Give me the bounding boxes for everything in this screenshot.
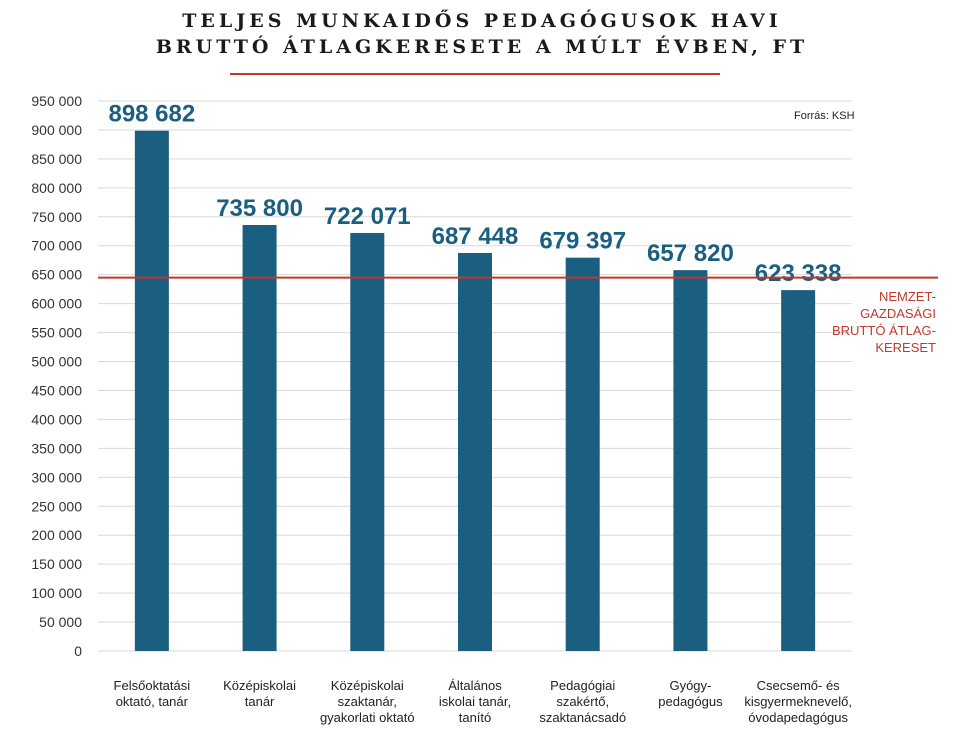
category-label: óvodapedagógus xyxy=(748,710,848,725)
bar xyxy=(242,225,277,651)
chart-title: TELJES MUNKAIDŐS PEDAGÓGUSOK HAVI BRUTTÓ… xyxy=(0,8,964,60)
y-tick-label: 750 000 xyxy=(31,209,82,225)
category-label: Gyógy- xyxy=(669,678,711,693)
category-label: pedagógus xyxy=(658,694,723,709)
category-label: iskolai tanár, xyxy=(439,694,511,709)
bar xyxy=(134,130,169,651)
y-tick-label: 650 000 xyxy=(31,267,82,283)
y-tick-label: 200 000 xyxy=(31,527,82,543)
reference-line-label: BRUTTÓ ÁTLAG- xyxy=(832,323,936,338)
y-tick-label: 0 xyxy=(74,643,82,659)
category-label: gyakorlati oktató xyxy=(320,710,415,725)
category-label: Felsőoktatási xyxy=(114,678,191,693)
bar xyxy=(350,232,385,651)
category-label: szaktanár, xyxy=(338,694,397,709)
y-tick-label: 800 000 xyxy=(31,180,82,196)
bar xyxy=(781,290,816,651)
value-label: 679 397 xyxy=(539,228,626,255)
y-tick-label: 100 000 xyxy=(31,585,82,601)
chart-title-line2: BRUTTÓ ÁTLAGKERESETE A MÚLT ÉVBEN, FT xyxy=(155,36,809,58)
source-note: Forrás: KSH xyxy=(794,110,855,122)
category-label: Középiskolai xyxy=(223,678,296,693)
y-tick-label: 300 000 xyxy=(31,469,82,485)
value-label: 722 071 xyxy=(324,203,411,230)
y-tick-label: 150 000 xyxy=(31,556,82,572)
y-tick-label: 850 000 xyxy=(31,151,82,167)
category-label: Általános xyxy=(448,678,502,693)
bar xyxy=(673,270,708,651)
category-label: Csecsemő- és xyxy=(757,678,841,693)
category-label: tanár xyxy=(245,694,275,709)
category-label: oktató, tanár xyxy=(116,694,189,709)
value-label: 687 448 xyxy=(432,223,519,250)
reference-line-label: NEMZET- xyxy=(879,289,936,304)
y-tick-label: 400 000 xyxy=(31,411,82,427)
reference-line-label: KERESET xyxy=(875,340,936,355)
category-label: kisgyermeknevelő, xyxy=(744,694,852,709)
y-tick-label: 500 000 xyxy=(31,354,82,370)
category-label: szaktanácsadó xyxy=(539,710,626,725)
category-label: Pedagógiai xyxy=(550,678,615,693)
value-label: 623 338 xyxy=(755,260,842,287)
value-label: 657 820 xyxy=(647,240,734,267)
reference-line-label: GAZDASÁGI xyxy=(860,306,936,321)
y-tick-label: 450 000 xyxy=(31,382,82,398)
category-label: tanító xyxy=(459,710,492,725)
y-tick-label: 50 000 xyxy=(39,614,82,630)
bar xyxy=(458,253,492,651)
y-tick-label: 350 000 xyxy=(31,440,82,456)
y-tick-label: 250 000 xyxy=(31,498,82,514)
y-tick-label: 900 000 xyxy=(31,122,82,138)
value-label: 735 800 xyxy=(216,195,303,222)
title-divider xyxy=(230,73,720,75)
y-tick-label: 550 000 xyxy=(31,325,82,341)
chart-title-line1: TELJES MUNKAIDŐS PEDAGÓGUSOK HAVI xyxy=(182,10,782,32)
y-tick-label: 600 000 xyxy=(31,296,82,312)
y-tick-label: 700 000 xyxy=(31,238,82,254)
value-label: 898 682 xyxy=(108,101,195,128)
category-label: Középiskolai xyxy=(331,678,404,693)
y-tick-label: 950 000 xyxy=(31,93,82,109)
bar xyxy=(565,257,600,651)
category-label: szakértő, xyxy=(556,694,609,709)
